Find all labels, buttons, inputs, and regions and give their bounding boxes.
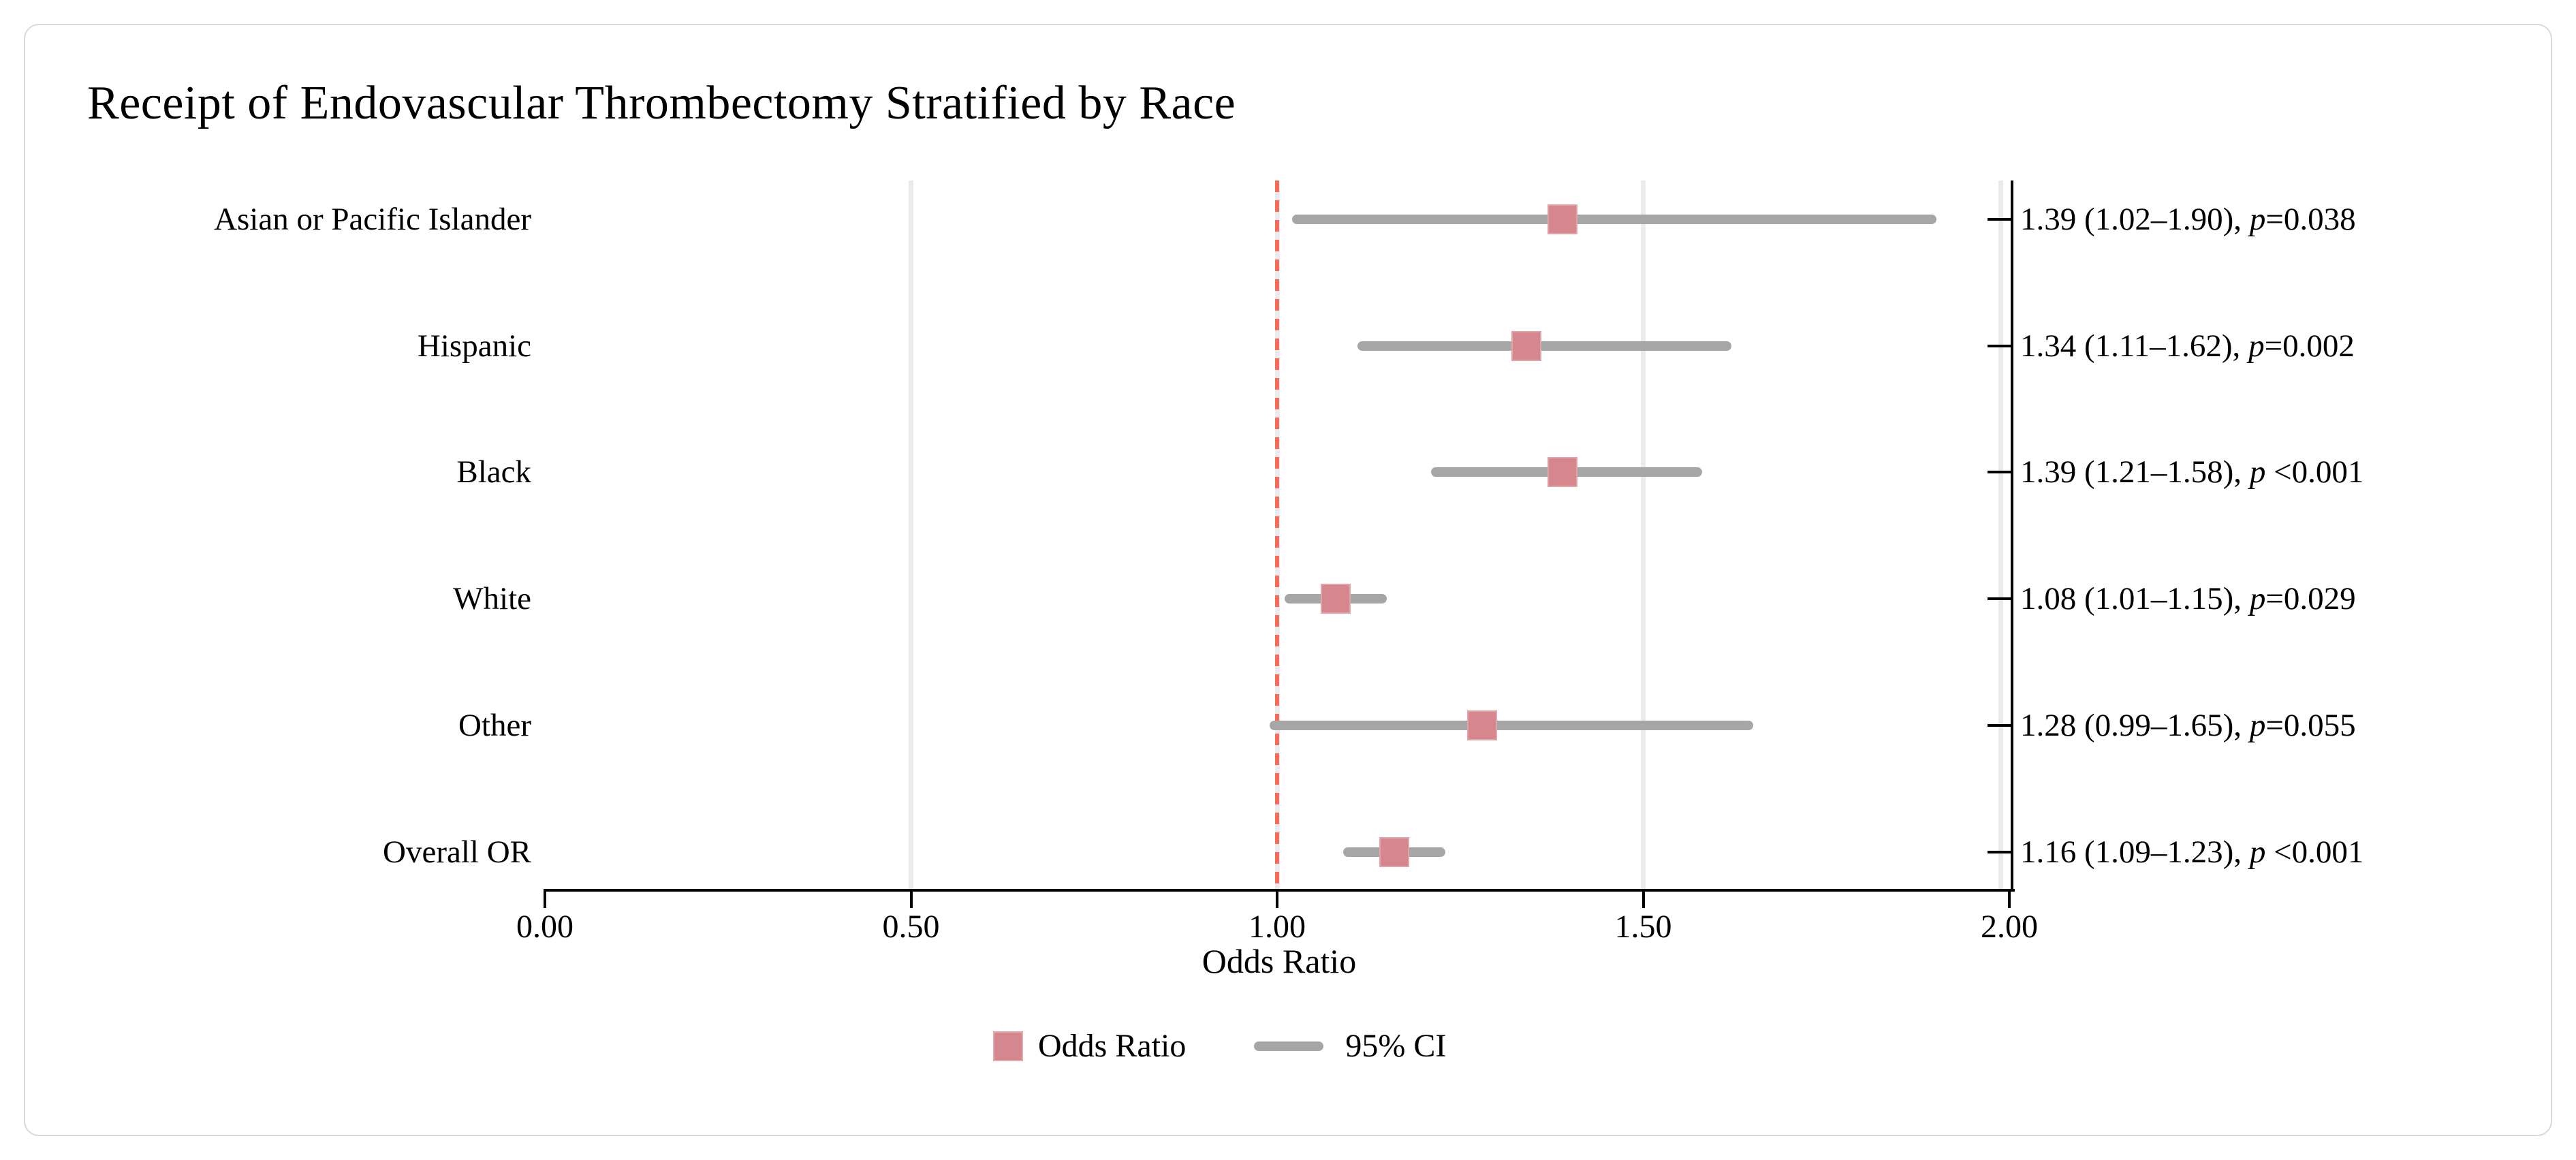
x-tick [544, 892, 546, 908]
annotation-p-value: <0.001 [2265, 834, 2364, 870]
reference-line [1275, 181, 1279, 890]
row-annotation: 1.28 (0.99–1.65), p=0.055 [2020, 704, 2356, 747]
row-annotation: 1.39 (1.21–1.58), p <0.001 [2020, 450, 2363, 494]
row-tick [1988, 597, 2013, 601]
legend-label-95ci: 95% CI [1345, 1028, 1447, 1064]
or-marker [1321, 584, 1351, 614]
x-tick-label: 0.00 [516, 909, 574, 945]
row-label: Hispanic [417, 328, 531, 364]
annotation-p-symbol: p [2249, 581, 2266, 617]
annotation-estimate: 1.34 (1.11–1.62), [2020, 328, 2249, 364]
legend: Odds Ratio 95% CI [993, 1024, 1446, 1069]
gridline [1998, 181, 2003, 890]
row-annotation: 1.08 (1.01–1.15), p=0.029 [2020, 577, 2356, 621]
annotation-p-symbol: p [2249, 454, 2266, 490]
legend-odds-ratio-marker-icon [993, 1031, 1023, 1061]
row-tick [1988, 344, 2013, 347]
figure-card [24, 24, 2552, 1136]
row-annotation: 1.34 (1.11–1.62), p=0.002 [2020, 324, 2355, 368]
row-annotation: 1.39 (1.02–1.90), p=0.038 [2020, 198, 2356, 241]
row-tick [1988, 850, 2013, 853]
row-annotation: 1.16 (1.09–1.23), p <0.001 [2020, 830, 2363, 874]
row-label: Black [456, 454, 531, 490]
or-marker [1379, 836, 1409, 867]
annotation-estimate: 1.39 (1.02–1.90), [2020, 202, 2250, 237]
x-tick [1276, 892, 1278, 908]
row-label: White [453, 581, 531, 617]
annotation-p-value: <0.001 [2265, 454, 2364, 490]
or-marker [1467, 710, 1497, 740]
ci-line [1357, 341, 1731, 351]
x-tick-label: 1.50 [1614, 909, 1672, 945]
or-marker [1548, 457, 1578, 488]
row-tick [1988, 218, 2013, 221]
x-tick-label: 0.50 [882, 909, 940, 945]
annotation-p-symbol: p [2249, 707, 2266, 743]
annotation-estimate: 1.28 (0.99–1.65), [2020, 707, 2250, 743]
annotation-p-symbol: p [2249, 202, 2266, 237]
annotation-p-value: =0.029 [2265, 581, 2356, 617]
row-tick [1988, 723, 2013, 727]
legend-ci-line-icon [1254, 1041, 1324, 1051]
annotation-estimate: 1.08 (1.01–1.15), [2020, 581, 2250, 617]
x-tick-label: 2.00 [1981, 909, 2038, 945]
gridline [909, 181, 913, 890]
legend-label-odds-ratio: Odds Ratio [1038, 1028, 1187, 1064]
row-label: Other [458, 707, 531, 743]
row-tick [1988, 471, 2013, 474]
row-label: Asian or Pacific Islander [214, 202, 531, 237]
gridline [1641, 181, 1646, 890]
ci-line [1291, 215, 1936, 224]
annotation-p-value: =0.002 [2264, 328, 2355, 364]
or-marker [1548, 204, 1578, 234]
annotation-p-value: =0.055 [2265, 707, 2356, 743]
row-label: Overall OR [383, 834, 531, 870]
annotation-p-symbol: p [2249, 834, 2266, 870]
x-axis-title: Odds Ratio [1201, 942, 1357, 980]
annotation-estimate: 1.16 (1.09–1.23), [2020, 834, 2250, 870]
annotation-estimate: 1.39 (1.21–1.58), [2020, 454, 2250, 490]
x-tick [2008, 892, 2011, 908]
x-tick-label: 1.00 [1248, 909, 1306, 945]
chart-title: Receipt of Endovascular Thrombectomy Str… [87, 77, 1236, 129]
annotation-p-symbol: p [2248, 328, 2265, 364]
annotation-p-value: =0.038 [2265, 202, 2356, 237]
right-axis-line [2011, 181, 2013, 892]
or-marker [1511, 330, 1541, 361]
x-axis-line [544, 889, 2015, 892]
ci-line [1270, 720, 1753, 730]
x-tick [909, 892, 913, 908]
x-tick [1642, 892, 1645, 908]
